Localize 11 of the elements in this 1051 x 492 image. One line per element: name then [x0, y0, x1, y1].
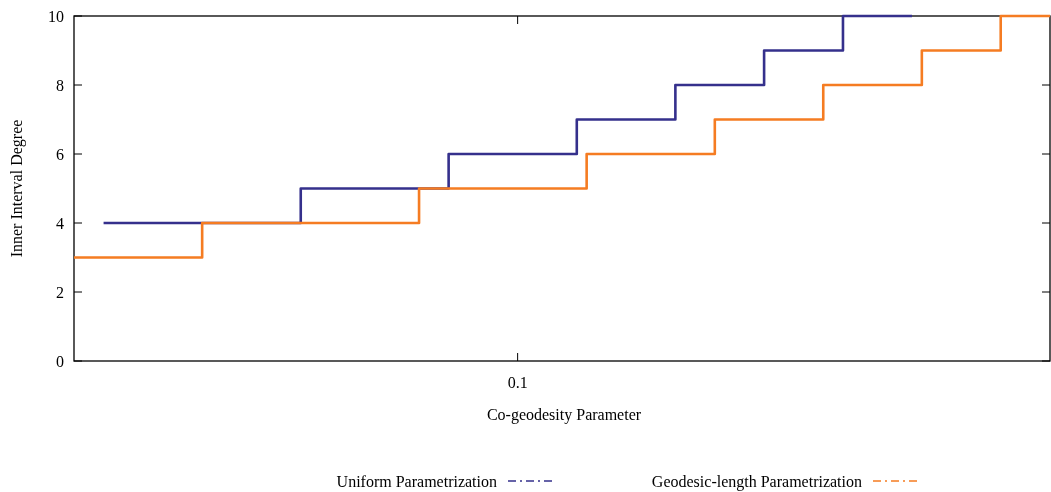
- y-tick-label: 0: [56, 352, 64, 370]
- y-tick-label: 8: [56, 76, 64, 94]
- y-tick-label: 6: [56, 145, 64, 163]
- y-axis-title: Inner Interval Degree: [8, 119, 26, 258]
- x-axis-title: Co-geodesity Parameter: [486, 406, 642, 424]
- y-tick-label: 10: [48, 7, 64, 25]
- x-tick-label: 0.1: [507, 374, 528, 391]
- y-tick-label: 4: [56, 214, 64, 232]
- legend-label: Geodesic-length Parametrization: [651, 472, 862, 491]
- legend-label: Uniform Parametrization: [336, 472, 497, 490]
- y-tick-label: 2: [56, 283, 64, 301]
